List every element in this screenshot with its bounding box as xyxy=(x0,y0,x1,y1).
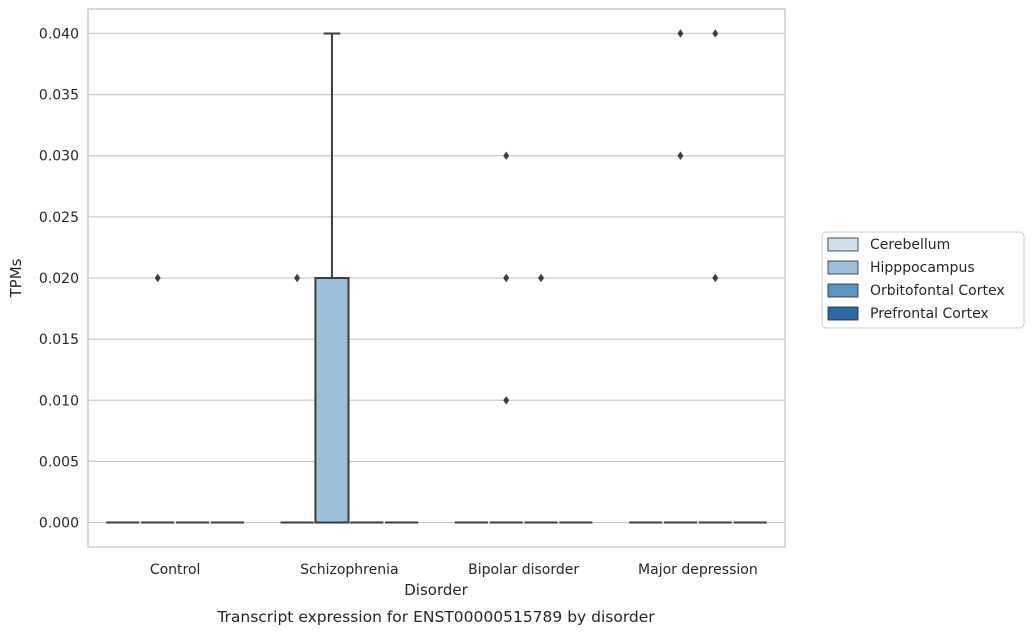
box-group xyxy=(141,273,175,524)
box-group xyxy=(489,151,523,524)
x-axis-label: Disorder xyxy=(404,581,468,599)
legend-label: Hipppocampus xyxy=(870,260,975,276)
chart-caption: Transcript expression for ENST0000051578… xyxy=(216,608,655,626)
outlier-point xyxy=(154,273,161,283)
x-tick-labels: Control Schizophrenia Bipolar disorder Majo… xyxy=(150,562,758,578)
legend: Cerebellum Hipppocampus Orbitofontal Corte… xyxy=(821,231,1025,329)
y-tick-label: 0.035 xyxy=(39,88,79,104)
box-series xyxy=(106,29,767,524)
box xyxy=(314,277,350,524)
box-group xyxy=(698,29,732,524)
outlier-point xyxy=(677,151,684,160)
legend-label: Cerebellum xyxy=(870,237,950,253)
legend-frame xyxy=(821,231,1025,329)
y-tick-label: 0.005 xyxy=(39,454,79,470)
legend-swatch xyxy=(827,260,859,275)
outlier-point xyxy=(538,273,545,283)
outlier-point xyxy=(503,396,510,405)
box-group xyxy=(314,32,350,524)
y-tick-label: 0.020 xyxy=(39,271,79,287)
legend-label: Prefrontal Cortex xyxy=(870,306,989,322)
y-tick-labels: 0.000 0.005 0.010 0.015 0.020 0.025 0.030 0.035… xyxy=(39,26,79,531)
outlier-point xyxy=(712,29,719,38)
y-axis-label: TPMs xyxy=(7,258,25,298)
y-tick-label: 0.040 xyxy=(39,26,79,42)
outlier-point xyxy=(294,273,301,283)
legend-swatch xyxy=(827,283,859,298)
y-tick-label: 0.010 xyxy=(39,393,79,409)
y-tick-label: 0.000 xyxy=(39,516,79,532)
legend-swatch xyxy=(827,237,859,252)
outlier-point xyxy=(503,151,510,160)
legend-label: Orbitofontal Cortex xyxy=(870,283,1005,299)
plot-frame xyxy=(87,8,786,548)
box-group xyxy=(663,29,698,524)
outlier-point xyxy=(503,273,510,283)
x-tick-label: Schizophrenia xyxy=(300,562,398,578)
x-tick-label: Major depression xyxy=(638,562,758,578)
x-tick-label: Bipolar disorder xyxy=(468,562,579,578)
outlier-point xyxy=(677,29,684,38)
box-group xyxy=(524,273,558,524)
y-tick-label: 0.025 xyxy=(39,210,79,226)
y-tick-label: 0.030 xyxy=(39,149,79,165)
x-tick-label: Control xyxy=(150,562,201,578)
y-tick-label: 0.015 xyxy=(39,332,79,348)
legend-swatch xyxy=(827,306,859,321)
outlier-point xyxy=(712,273,719,283)
